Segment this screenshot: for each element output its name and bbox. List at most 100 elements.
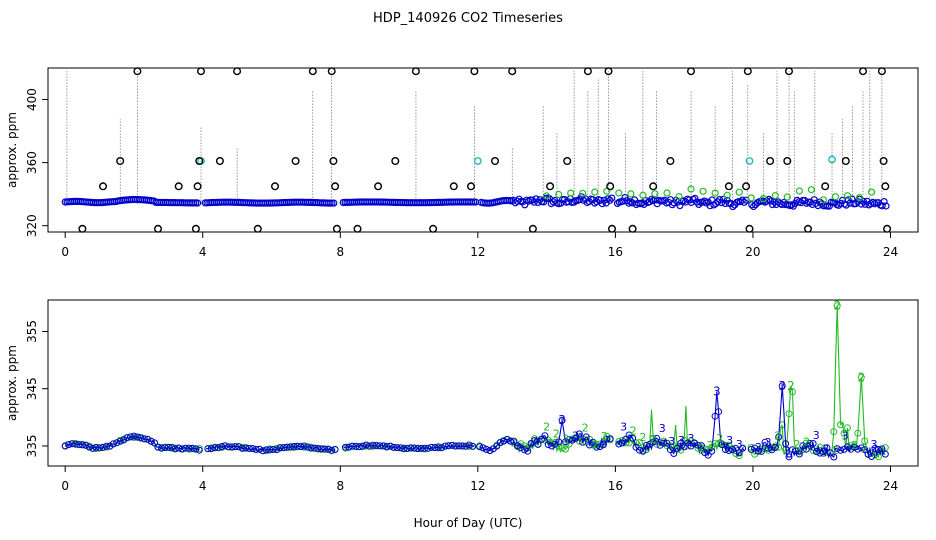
top-plot-frame [47,67,919,233]
bottom-blue-point [778,382,786,390]
bottom-blue-point [68,440,76,448]
bottom-green-point [541,436,549,444]
bottom-blue-point [847,445,855,453]
top-black-point [353,224,362,233]
top-green-point [663,189,671,197]
bottom-blue-point [342,443,349,451]
top-black-point [78,224,87,233]
top-green-point [783,193,791,201]
top-green-point [759,195,767,203]
top-black-point [174,182,183,191]
bottom-blue-point [269,445,277,453]
bottom-blue-point [175,444,183,452]
bottom-blue-point [785,453,793,461]
bottom-blue-point [431,444,439,451]
bottom-green-point [785,410,793,418]
top-blue-point [704,198,712,206]
bottom-series-symbol: 2 [639,431,646,444]
bottom-blue-point [500,437,508,445]
bottom-blue-point [352,442,360,450]
bottom-blue-point [207,445,215,453]
bottom-blue-point [424,444,432,452]
top-black-point [449,182,458,191]
bottom-blue-point [397,444,404,452]
bottom-blue-point [599,441,607,449]
bottom-series-symbol: 2 [630,425,637,438]
top-blue-point [787,201,796,209]
bottom-series-symbol: 3 [813,429,820,442]
top-blue-point [606,196,614,204]
bottom-blue-point [421,444,428,452]
bottom-blue-point [300,442,308,450]
bottom-green-trace [64,305,886,459]
bottom-blue-point [386,442,394,450]
bottom-blue-point [266,446,274,454]
top-x-tick-label: 20 [745,245,760,259]
top-green-point [747,194,755,202]
top-black-point [859,67,868,76]
bottom-plot-frame [47,299,919,467]
top-axes: 0 4 8 12 16 20 24 320 360 400 [25,88,898,259]
top-black-point [546,182,555,191]
top-black-point [785,67,794,76]
bottom-series-symbol: 3 [688,432,695,445]
bottom-blue-point [615,440,623,448]
bottom-blue-point [410,444,418,452]
bottom-blue-point [235,443,243,451]
top-black-point [528,224,537,233]
top-black-point [745,224,754,233]
top-black-point [332,224,341,233]
top-y-tick-label: 320 [25,214,39,237]
bottom-x-tick-label: 24 [883,479,898,493]
bottom-blue-point [857,444,865,452]
top-green-point [867,188,876,196]
bottom-blue-point [510,437,518,445]
bottom-series-symbol: 2 [803,436,810,449]
bottom-blue-point [372,442,380,450]
top-x-tick-label: 24 [883,245,898,259]
bottom-blue-point [171,445,179,453]
bottom-blue-point [606,435,614,443]
bottom-blue-point [562,438,569,446]
bottom-blue-point [479,444,487,452]
bottom-blue-point [211,444,219,452]
bottom-blue-point [826,449,834,457]
bottom-blue-point [864,450,872,458]
top-x-tick-label: 4 [199,245,207,259]
top-blue-point [700,197,709,205]
top-x-tick-label: 0 [61,245,69,259]
bottom-blue-point [596,443,604,451]
bottom-blue-point [764,444,772,452]
bottom-blue-point [482,445,490,453]
bottom-blue-point [231,443,239,451]
bottom-blue-point [127,433,134,441]
bottom-blue-point [802,445,810,453]
bottom-blue-point [383,443,391,450]
bottom-blue-point [304,443,312,451]
bottom-blue-point [555,438,563,446]
top-blue-point [880,198,888,206]
bottom-green-point [747,444,755,451]
bottom-blue-point [544,441,552,449]
bottom-green-point [833,302,841,310]
bottom-blue-point [116,437,124,445]
top-black-point [196,67,205,76]
bottom-green-point [857,373,865,381]
bottom-green-point [861,437,869,445]
bottom-green-point [830,428,838,436]
top-cyan-point [745,157,754,165]
bottom-blue-point [462,442,470,450]
top-x-tick-label: 16 [608,245,623,259]
bottom-x-tick-label: 0 [61,479,69,493]
top-black-point [766,156,775,165]
bottom-blue-point [276,444,284,452]
bottom-series-symbol: 2 [601,430,608,443]
bottom-blue-point [775,433,783,441]
bottom-blue-point [307,444,315,452]
bottom-series-symbol: 2 [697,441,704,454]
bottom-blue-point [496,439,504,447]
top-black-point [467,182,476,191]
bottom-series-symbol: 2 [707,439,714,452]
bottom-blue-point [754,447,762,455]
top-panel: 0 4 8 12 16 20 24 320 360 400 approx. ppm [5,67,919,259]
